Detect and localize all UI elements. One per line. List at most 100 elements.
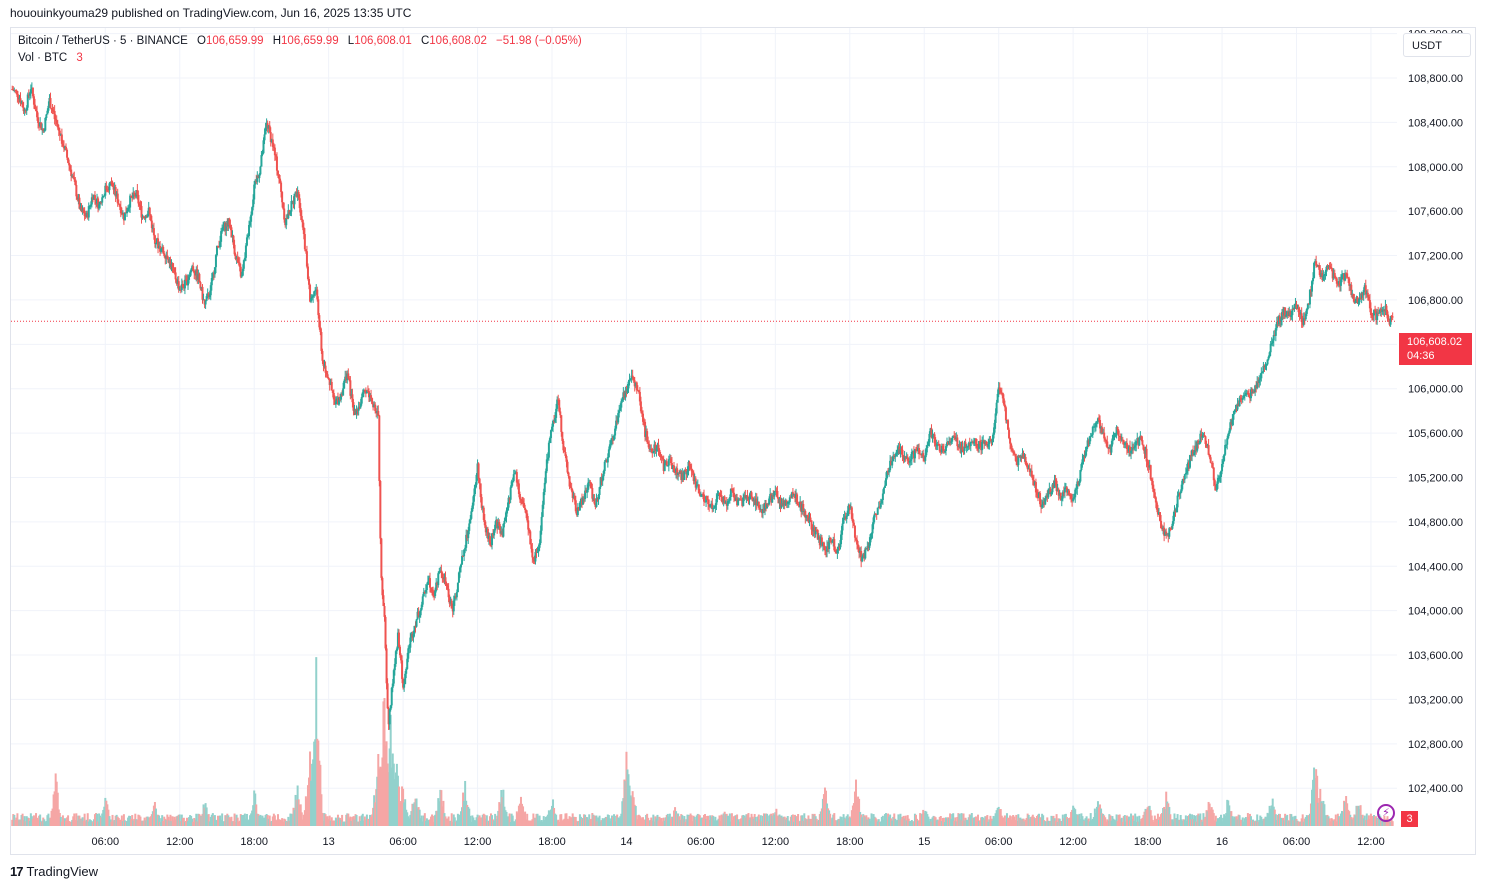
candle-body	[485, 528, 488, 533]
candle-body	[884, 478, 887, 486]
candle-body	[1253, 391, 1256, 393]
volume-bar	[1366, 819, 1369, 826]
volume-bar	[236, 817, 239, 826]
volume-bar	[281, 818, 284, 826]
candle-body	[1175, 507, 1178, 513]
volume-label[interactable]: Vol · BTC	[18, 52, 68, 64]
volume-bar	[1284, 813, 1287, 826]
candle-body	[1209, 457, 1212, 463]
volume-bar	[405, 809, 408, 826]
volume-bar	[477, 817, 480, 826]
candle-body	[1138, 437, 1141, 446]
candle-body	[1291, 308, 1294, 316]
candle-body	[964, 442, 967, 448]
candle-body	[302, 227, 305, 235]
volume-bar	[318, 760, 321, 826]
candle-body	[65, 146, 68, 150]
volume-bar	[485, 815, 488, 826]
volume-bar	[1101, 813, 1104, 826]
volume-bar	[969, 815, 972, 826]
volume-bar	[871, 818, 874, 826]
volume-bar	[1228, 805, 1231, 826]
volume-bar	[496, 815, 499, 826]
candle-body	[640, 411, 643, 414]
candle-body	[617, 413, 620, 423]
candle-body	[82, 209, 85, 213]
volume-bar	[42, 817, 45, 826]
candle-body	[1045, 495, 1048, 499]
volume-bar	[938, 816, 941, 826]
candle-body	[1087, 440, 1090, 445]
volume-bar	[1215, 821, 1218, 826]
volume-bar	[556, 820, 559, 826]
volume-bar	[884, 813, 887, 826]
candle-body	[421, 596, 424, 605]
volume-bar	[1333, 819, 1336, 826]
volume-bar	[519, 796, 522, 826]
volume-bar	[94, 813, 97, 826]
candle-body	[989, 439, 992, 441]
candle-body	[262, 140, 265, 154]
candle-body	[693, 478, 696, 482]
candle-body	[132, 192, 135, 199]
candle-body	[1129, 446, 1132, 454]
volume-bar	[1042, 815, 1045, 826]
candle-body	[636, 390, 639, 392]
candle-body	[855, 537, 858, 540]
candle-body	[635, 382, 638, 391]
candle-body	[987, 443, 990, 447]
volume-bar	[232, 821, 235, 826]
candle-body	[983, 440, 986, 445]
candle-body	[341, 394, 344, 396]
candle-body	[286, 218, 289, 220]
candle-body	[211, 273, 214, 279]
time-tick-label: 18:00	[1134, 836, 1162, 848]
volume-bar	[876, 821, 879, 826]
candle-body	[113, 187, 116, 190]
candle-body	[167, 259, 170, 263]
candle-body	[721, 501, 724, 503]
chart-frame[interactable]	[10, 27, 1476, 855]
candle-body	[1233, 411, 1236, 414]
candle-body	[1362, 290, 1365, 296]
volume-bar	[1226, 799, 1229, 826]
symbol-title[interactable]: Bitcoin / TetherUS · 5 · BINANCE	[18, 35, 188, 47]
candle-body	[254, 180, 257, 185]
volume-bar	[492, 819, 495, 826]
volume-bar	[991, 820, 994, 826]
candle-body	[1069, 494, 1072, 496]
volume-bar	[869, 821, 872, 826]
volume-bar	[396, 775, 399, 826]
volume-bar	[818, 814, 821, 826]
volume-bar	[633, 804, 636, 826]
volume-bar	[448, 821, 451, 826]
volume-bar	[832, 814, 835, 826]
candle-body	[939, 451, 942, 453]
currency-button[interactable]: USDT	[1403, 33, 1471, 57]
lightning-icon[interactable]: ⚡	[1377, 804, 1395, 822]
candle-body	[337, 397, 340, 405]
time-tick-label: 12:00	[1357, 836, 1385, 848]
candle-body	[159, 245, 162, 252]
volume-bar	[1152, 821, 1155, 826]
candle-body	[793, 494, 796, 499]
volume-bar	[1069, 817, 1072, 826]
candle-body	[394, 651, 397, 664]
tradingview-logo[interactable]: 17 TradingView	[10, 864, 98, 879]
candle-body	[181, 284, 184, 287]
candle-body	[423, 591, 426, 593]
candle-body	[665, 461, 668, 466]
volume-bar	[476, 814, 479, 826]
volume-bar	[1221, 821, 1224, 826]
candle-body	[321, 350, 324, 361]
volume-bar	[1347, 809, 1350, 826]
time-tick-label: 06:00	[389, 836, 417, 848]
candle-body	[1091, 426, 1094, 435]
candle-body	[1131, 446, 1134, 451]
candle-body	[519, 499, 522, 501]
volume-bar	[706, 815, 709, 826]
volume-bar	[1261, 820, 1264, 826]
candle-body	[1226, 438, 1229, 445]
volume-bar	[131, 815, 134, 826]
